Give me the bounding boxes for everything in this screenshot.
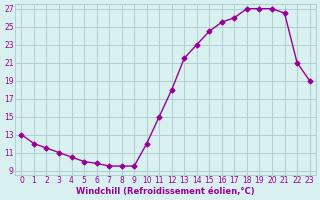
X-axis label: Windchill (Refroidissement éolien,°C): Windchill (Refroidissement éolien,°C) bbox=[76, 187, 255, 196]
